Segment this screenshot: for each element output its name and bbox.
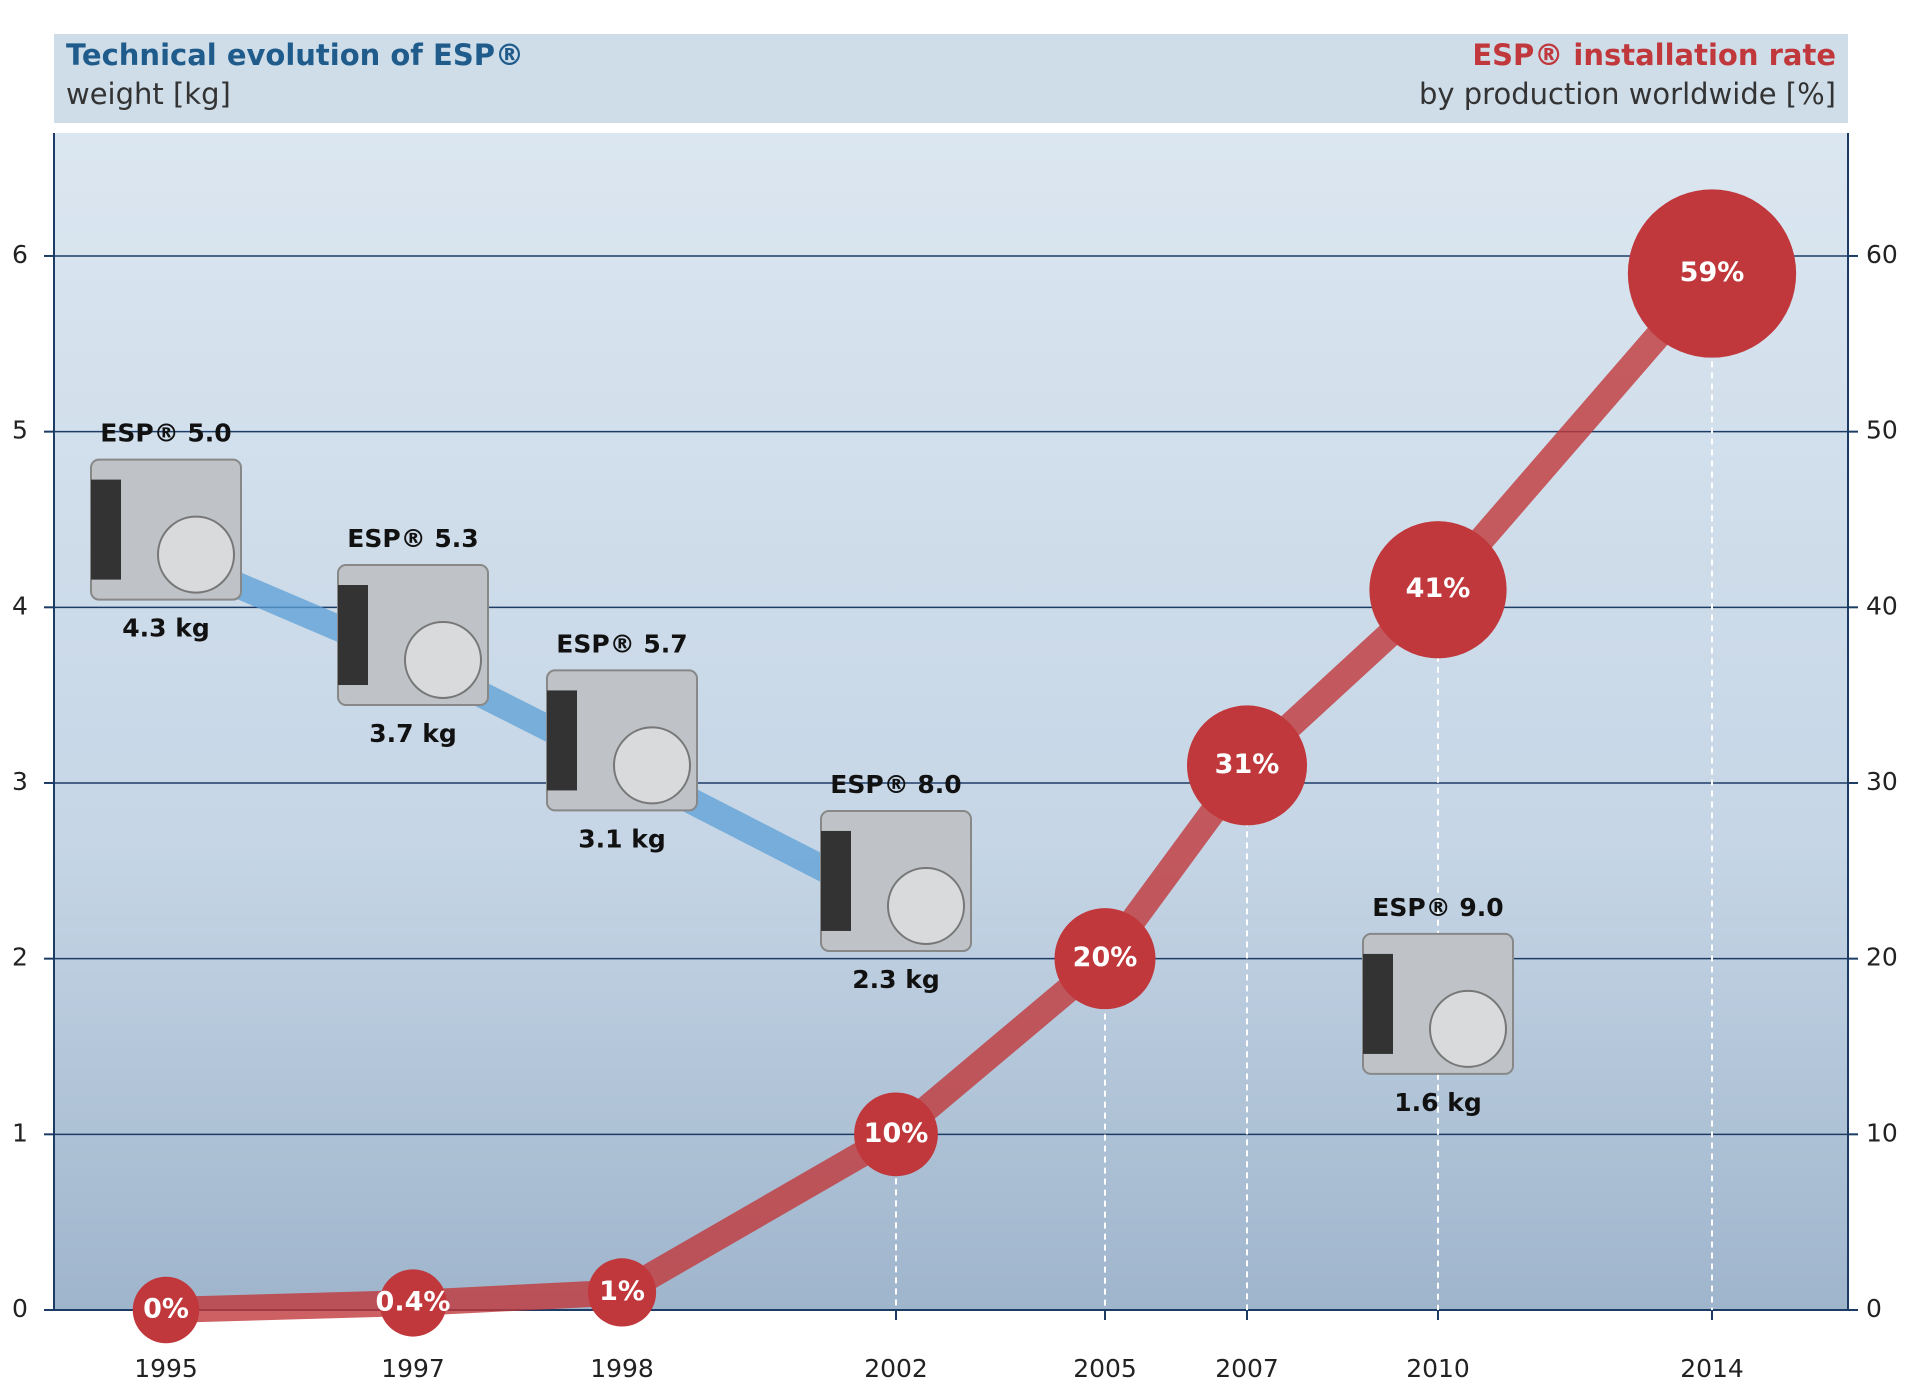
y2-tick-label: 60: [1866, 240, 1898, 269]
product-connector: [547, 690, 577, 791]
x-tick-label: 2010: [1406, 1354, 1470, 1383]
y-tick-label: 5: [12, 416, 28, 445]
y2-tick-label: 30: [1866, 767, 1898, 796]
header-band: [54, 34, 1848, 123]
y2-tick-label: 20: [1866, 943, 1898, 972]
rate-label: 31%: [1215, 749, 1280, 780]
weight-label: 1.6 kg: [1394, 1088, 1482, 1117]
rate-bubble: [1187, 705, 1307, 826]
x-tick-label: 1998: [590, 1354, 654, 1383]
product-motor: [157, 515, 235, 594]
product-motor: [887, 866, 965, 945]
product-name: ESP® 8.0: [830, 770, 961, 799]
rate-label: 0%: [143, 1294, 189, 1325]
product-motor: [613, 726, 691, 805]
plot-area: [54, 133, 1848, 1310]
y2-tick-label: 40: [1866, 591, 1898, 620]
rate-label: 10%: [864, 1118, 929, 1149]
product-name: ESP® 5.0: [100, 419, 231, 448]
rate-bubble: [587, 1258, 657, 1327]
right-label: by production worldwide [%]: [1419, 77, 1836, 111]
weight-label: 3.7 kg: [369, 719, 457, 748]
y-tick-label: 6: [12, 240, 28, 269]
x-tick-label: 2014: [1680, 1354, 1744, 1383]
product-connector: [91, 479, 121, 580]
left-label: weight [kg]: [66, 77, 231, 111]
rate-label: 0.4%: [376, 1286, 451, 1317]
product-connector: [338, 585, 368, 686]
weight-label: 2.3 kg: [852, 965, 940, 994]
y-tick-label: 4: [12, 591, 28, 620]
y-tick-label: 1: [12, 1118, 28, 1147]
y2-tick-label: 50: [1866, 416, 1898, 445]
weight-label: 3.1 kg: [578, 824, 666, 853]
x-tick-label: 2002: [864, 1354, 928, 1383]
rate-label: 59%: [1680, 257, 1745, 288]
product-motor: [1429, 989, 1507, 1068]
rate-label: 1%: [599, 1276, 645, 1307]
x-tick-label: 1997: [381, 1354, 445, 1383]
weight-label: 4.3 kg: [122, 614, 210, 643]
product-connector: [1363, 953, 1393, 1054]
y-tick-label: 0: [12, 1294, 28, 1323]
x-tick-label: 2005: [1073, 1354, 1137, 1383]
y-tick-label: 3: [12, 767, 28, 796]
rate-bubble: [132, 1276, 200, 1344]
y2-tick-label: 10: [1866, 1118, 1898, 1147]
x-tick-label: 1995: [134, 1354, 198, 1383]
product-name: ESP® 5.7: [556, 629, 687, 658]
rate-label: 20%: [1073, 942, 1138, 973]
product-name: ESP® 9.0: [1372, 893, 1503, 922]
rate-bubble: [1054, 908, 1156, 1010]
rate-bubble: [1369, 521, 1507, 659]
product-name: ESP® 5.3: [347, 524, 478, 553]
right-title: ESP® installation rate: [1472, 38, 1836, 72]
product-connector: [821, 830, 851, 931]
y2-tick-label: 0: [1866, 1294, 1882, 1323]
left-title: Technical evolution of ESP®: [66, 38, 524, 72]
x-tick-label: 2007: [1215, 1354, 1279, 1383]
product-motor: [404, 621, 482, 700]
rate-bubble: [379, 1269, 447, 1337]
rate-bubble: [1627, 189, 1797, 358]
rate-bubble: [854, 1092, 938, 1177]
rate-label: 41%: [1406, 573, 1471, 604]
y-tick-label: 2: [12, 943, 28, 972]
